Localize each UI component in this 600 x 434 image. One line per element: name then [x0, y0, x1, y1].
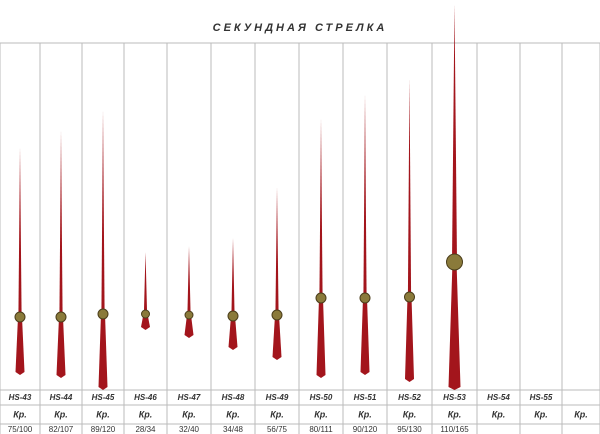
- material: Кр.: [358, 409, 372, 419]
- hand-hub: [184, 310, 194, 320]
- hand-hub: [97, 308, 109, 320]
- hand-tail: [405, 297, 414, 382]
- material: Кр.: [534, 409, 548, 419]
- material: Кр.: [182, 409, 196, 419]
- hand-tail: [184, 315, 194, 338]
- code: HS-44: [50, 393, 73, 402]
- hand-hub: [55, 311, 67, 323]
- hand-needle: [319, 118, 323, 298]
- code: HS-50: [310, 393, 333, 402]
- size: 90/120: [353, 425, 378, 434]
- material: Кр.: [226, 409, 240, 419]
- material: Кр.: [574, 409, 588, 419]
- material: Кр.: [54, 409, 68, 419]
- code: HS-49: [266, 393, 289, 402]
- hand-needle: [101, 110, 105, 314]
- hand-needle: [18, 147, 22, 317]
- code: HS-46: [134, 393, 157, 402]
- title: СЕКУНДНАЯ СТРЕЛКА: [213, 22, 388, 34]
- code: HS-52: [398, 393, 421, 402]
- hand-needle: [143, 252, 148, 314]
- hand-needle: [363, 94, 367, 298]
- hand-needle: [59, 130, 63, 317]
- hand-hub: [446, 253, 463, 271]
- hand-hub: [271, 309, 283, 321]
- hand-needle: [231, 238, 235, 316]
- hand-hub: [141, 309, 150, 319]
- size: 89/120: [91, 425, 116, 434]
- size: 95/130: [397, 425, 422, 434]
- hand-needle: [452, 4, 457, 262]
- hand-tail: [228, 316, 238, 350]
- size: 28/34: [135, 425, 156, 434]
- material: Кр.: [270, 409, 284, 419]
- material: Кр.: [403, 409, 417, 419]
- hand-tail: [316, 298, 326, 378]
- hand-needle: [407, 78, 412, 297]
- material: Кр.: [492, 409, 506, 419]
- hand-hub: [227, 310, 239, 322]
- hand-tail: [360, 298, 370, 375]
- hand-hub: [315, 292, 327, 304]
- code: HS-43: [9, 393, 32, 402]
- hand-tail: [56, 317, 66, 378]
- size: 82/107: [49, 425, 74, 434]
- hand-needle: [275, 187, 279, 315]
- size: 110/165: [440, 425, 469, 434]
- size: 56/75: [267, 425, 288, 434]
- hand-hub: [404, 291, 415, 303]
- material: Кр.: [448, 409, 462, 419]
- code: HS-45: [92, 393, 115, 402]
- hand-tail: [272, 315, 282, 360]
- hand-tail: [448, 262, 461, 390]
- size: 34/48: [223, 425, 244, 434]
- size: 80/111: [309, 425, 333, 434]
- hand-tail: [141, 314, 150, 330]
- size: 75/100: [8, 425, 33, 434]
- hand-hub: [359, 292, 371, 304]
- hand-tail: [98, 314, 108, 390]
- material: Кр.: [96, 409, 110, 419]
- hand-hub: [14, 311, 26, 323]
- code: HS-54: [487, 393, 510, 402]
- hand-tail: [15, 317, 25, 375]
- code: HS-53: [443, 393, 466, 402]
- hand-needle: [187, 246, 191, 315]
- code: HS-47: [178, 393, 201, 402]
- material: Кр.: [139, 409, 153, 419]
- size: 32/40: [179, 425, 200, 434]
- code: HS-48: [222, 393, 245, 402]
- material: Кр.: [13, 409, 27, 419]
- code: HS-51: [354, 393, 377, 402]
- material: Кр.: [314, 409, 328, 419]
- code: HS-55: [530, 393, 553, 402]
